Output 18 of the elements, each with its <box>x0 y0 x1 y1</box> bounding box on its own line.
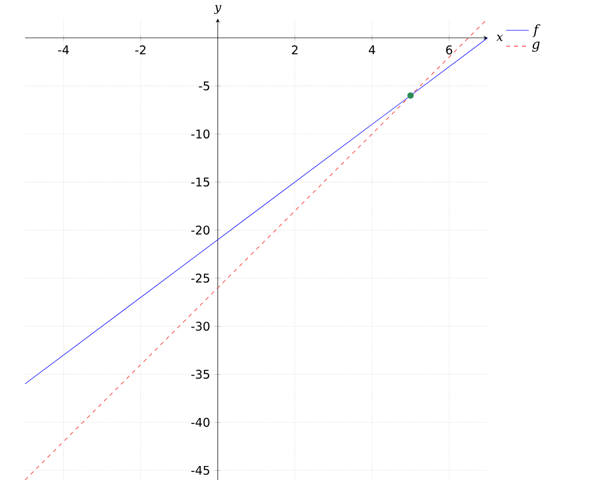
y-tick-label: -25 <box>191 274 210 283</box>
y-tick-label: -45 <box>191 466 210 475</box>
x-tick-label: 6 <box>446 45 452 54</box>
y-tick-label: -15 <box>191 178 210 186</box>
legend-label: f <box>532 24 540 38</box>
y-tick-label: -30 <box>191 322 210 331</box>
y-tick-label: -5 <box>198 82 210 90</box>
y-tick-label: -10 <box>191 129 210 139</box>
x-tick-label: -4 <box>58 45 69 54</box>
y-axis-title: y <box>214 5 222 14</box>
y-tick-label: -35 <box>191 370 210 379</box>
x-tick-label: 4 <box>368 45 376 54</box>
x-axis-title: x <box>496 34 503 41</box>
x-tick-label: -2 <box>135 45 146 54</box>
x-tick-label: 2 <box>292 45 298 54</box>
y-tick-label: -40 <box>191 418 210 427</box>
y-tick-label: -20 <box>191 226 210 235</box>
legend-label: g <box>532 42 540 52</box>
